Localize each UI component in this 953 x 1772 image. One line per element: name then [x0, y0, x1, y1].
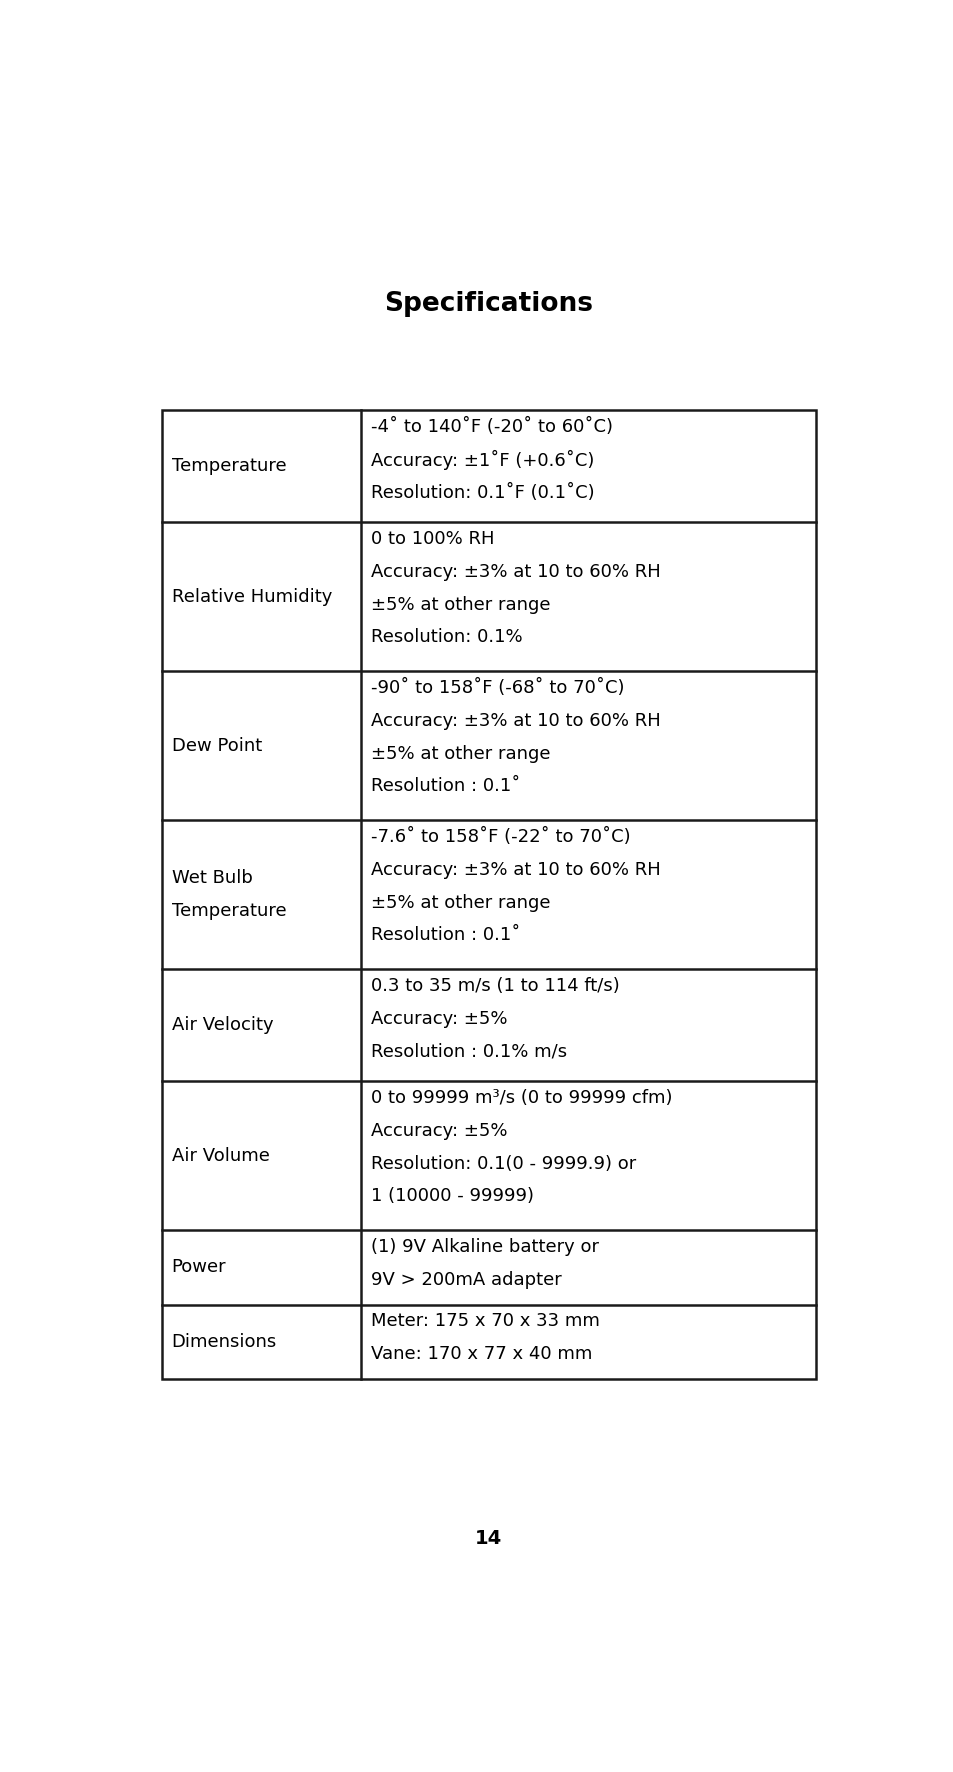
Text: Accuracy: ±5%: Accuracy: ±5% [371, 1010, 507, 1028]
Text: Accuracy: ±3% at 10 to 60% RH: Accuracy: ±3% at 10 to 60% RH [371, 861, 660, 879]
Text: Accuracy: ±5%: Accuracy: ±5% [371, 1122, 507, 1139]
Text: Resolution : 0.1˚: Resolution : 0.1˚ [371, 778, 520, 796]
Text: Resolution: 0.1˚F (0.1˚C): Resolution: 0.1˚F (0.1˚C) [371, 484, 594, 501]
Text: (1) 9V Alkaline battery or: (1) 9V Alkaline battery or [371, 1239, 598, 1256]
Text: 0 to 100% RH: 0 to 100% RH [371, 530, 494, 548]
Text: Dew Point: Dew Point [172, 737, 262, 755]
Text: Accuracy: ±1˚F (+0.6˚C): Accuracy: ±1˚F (+0.6˚C) [371, 450, 594, 470]
Text: Temperature: Temperature [172, 457, 286, 475]
Text: 14: 14 [475, 1529, 502, 1549]
Text: Meter: 175 x 70 x 33 mm: Meter: 175 x 70 x 33 mm [371, 1313, 599, 1331]
Text: Power: Power [172, 1258, 226, 1276]
Text: 9V > 200mA adapter: 9V > 200mA adapter [371, 1271, 561, 1288]
Text: Specifications: Specifications [384, 291, 593, 317]
Text: ±5% at other range: ±5% at other range [371, 893, 550, 911]
Text: Resolution : 0.1% m/s: Resolution : 0.1% m/s [371, 1042, 567, 1061]
Text: Resolution: 0.1%: Resolution: 0.1% [371, 629, 522, 647]
Text: Air Volume: Air Volume [172, 1146, 270, 1164]
Text: 1 (10000 - 99999): 1 (10000 - 99999) [371, 1187, 534, 1205]
Text: -4˚ to 140˚F (-20˚ to 60˚C): -4˚ to 140˚F (-20˚ to 60˚C) [371, 418, 613, 436]
Text: Resolution: 0.1(0 - 9999.9) or: Resolution: 0.1(0 - 9999.9) or [371, 1155, 636, 1173]
Text: Air Velocity: Air Velocity [172, 1017, 274, 1035]
Text: ±5% at other range: ±5% at other range [371, 744, 550, 762]
Text: Wet Bulb: Wet Bulb [172, 870, 253, 888]
Bar [162, 411, 815, 1379]
Text: -7.6˚ to 158˚F (-22˚ to 70˚C): -7.6˚ to 158˚F (-22˚ to 70˚C) [371, 828, 630, 847]
Text: Accuracy: ±3% at 10 to 60% RH: Accuracy: ±3% at 10 to 60% RH [371, 563, 660, 581]
Text: Vane: 170 x 77 x 40 mm: Vane: 170 x 77 x 40 mm [371, 1345, 592, 1363]
Text: 0.3 to 35 m/s (1 to 114 ft/s): 0.3 to 35 m/s (1 to 114 ft/s) [371, 976, 619, 996]
Text: ±5% at other range: ±5% at other range [371, 595, 550, 613]
Text: -90˚ to 158˚F (-68˚ to 70˚C): -90˚ to 158˚F (-68˚ to 70˚C) [371, 679, 624, 696]
Text: 0 to 99999 m³/s (0 to 99999 cfm): 0 to 99999 m³/s (0 to 99999 cfm) [371, 1090, 672, 1108]
Text: Temperature: Temperature [172, 902, 286, 920]
Text: Dimensions: Dimensions [172, 1333, 276, 1350]
Text: Accuracy: ±3% at 10 to 60% RH: Accuracy: ±3% at 10 to 60% RH [371, 712, 660, 730]
Text: Resolution : 0.1˚: Resolution : 0.1˚ [371, 927, 520, 944]
Text: Relative Humidity: Relative Humidity [172, 588, 332, 606]
